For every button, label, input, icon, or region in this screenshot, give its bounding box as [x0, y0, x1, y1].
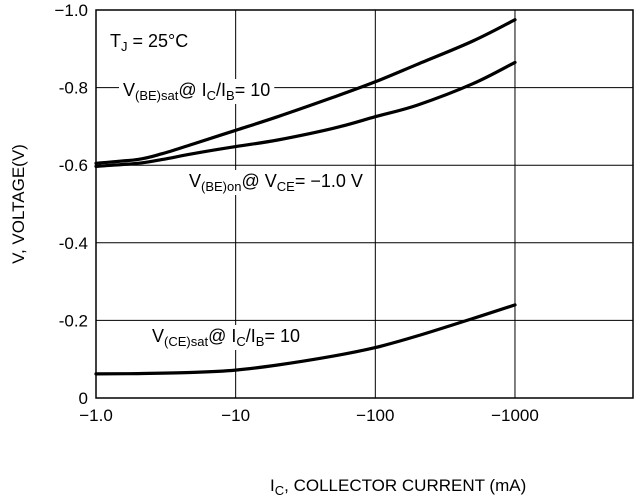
label-subscript: (BE)on [201, 179, 241, 194]
label-text: , COLLECTOR CURRENT (mA) [284, 476, 526, 495]
series-line-vce_sat [94, 303, 517, 376]
label-text: @ V [241, 171, 276, 191]
label-subscript: J [121, 39, 128, 54]
y-tick-label: -0.2 [59, 311, 88, 330]
y-tick-label: −1.0 [54, 1, 88, 20]
label-text: /I [246, 326, 256, 346]
label-subscript: C [207, 88, 216, 103]
x-tick-label: −1.0 [79, 406, 113, 425]
label-subscript: (CE)sat [164, 334, 208, 349]
vbe-on-label: V(BE)on@ VCE= −1.0 V [189, 171, 363, 194]
label-text: T [110, 31, 121, 51]
label-subscript: C [275, 483, 284, 498]
vbe-sat-label: V(BE)sat@ IC/IB= 10 [123, 80, 270, 103]
y-axis-title: V, VOLTAGE(V) [9, 144, 28, 264]
label-text: = 25°C [128, 31, 189, 51]
label-text: = 10 [264, 326, 300, 346]
label-text: = −1.0 V [295, 171, 363, 191]
label-text: V [123, 80, 135, 100]
label-subscript: CE [277, 179, 295, 194]
label-subscript: B [226, 88, 235, 103]
label-text: @ I [178, 80, 206, 100]
plot-frame [95, 9, 634, 399]
label-subscript: B [256, 334, 265, 349]
label-text: V [152, 326, 164, 346]
label-text: @ I [208, 326, 236, 346]
x-tick-label: −10 [221, 406, 250, 425]
x-axis-title: IC, COLLECTOR CURRENT (mA) [270, 476, 526, 498]
label-subscript: C [236, 334, 245, 349]
temperature-annotation: TJ = 25°C [110, 31, 188, 54]
label-text: = 10 [235, 80, 271, 100]
label-text: /I [216, 80, 226, 100]
x-tick-label: −100 [356, 406, 394, 425]
label-background [185, 170, 367, 195]
vce-sat-label: V(CE)sat@ IC/IB= 10 [152, 326, 300, 349]
y-tick-label: -0.4 [59, 234, 88, 253]
y-tick-label: 0 [79, 389, 88, 408]
label-subscript: (BE)sat [135, 88, 179, 103]
label-background [148, 325, 304, 350]
label-text: V [189, 171, 201, 191]
label-background [119, 79, 275, 104]
series-line-vbe_on [94, 60, 517, 168]
tick-labels: −1.0 −10 −100 −1000 0 -0.2 -0.4 -0.6 -0.8 −1.0 [54, 1, 538, 425]
y-tick-label: -0.6 [59, 156, 88, 175]
label-text: I [270, 476, 275, 495]
curves [94, 18, 517, 376]
series-line-vbe_sat [94, 18, 517, 165]
y-tick-label: -0.8 [59, 79, 88, 98]
x-tick-label: −1000 [491, 406, 539, 425]
